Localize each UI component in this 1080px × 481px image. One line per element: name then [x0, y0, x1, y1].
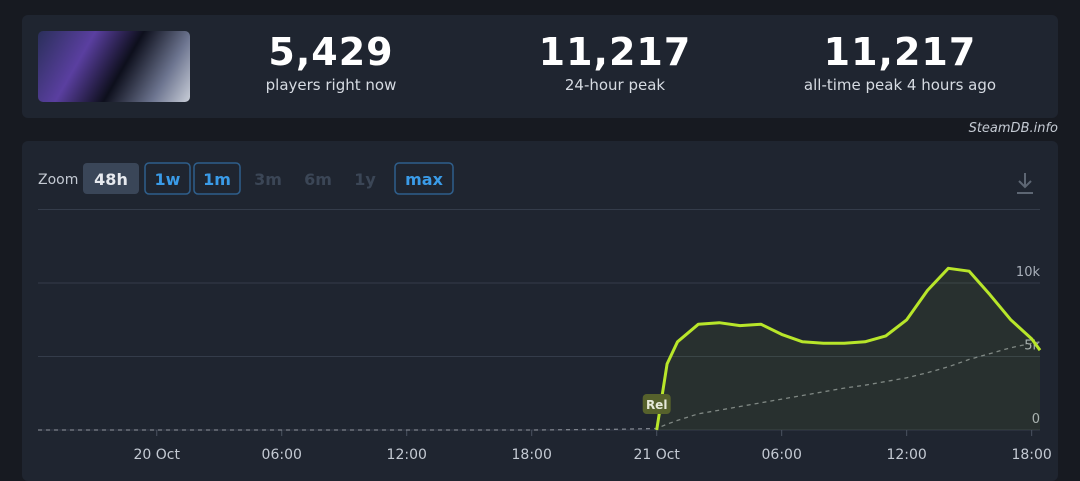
zoom-button[interactable]	[144, 162, 191, 195]
annotation-label: Rel	[646, 398, 668, 412]
annotation-badge	[642, 394, 671, 414]
stats-panel	[22, 15, 1058, 118]
x-tick-label: 06:00	[762, 447, 802, 463]
series-line	[655, 266, 1042, 431]
series-area	[656, 268, 1040, 430]
y-tick-label: 0	[1032, 412, 1040, 427]
x-tick-label: 18:00	[1011, 447, 1051, 463]
stat: 11,217 all-time peak 4 hours ago	[770, 30, 1030, 94]
x-tick-label: 12:00	[886, 447, 926, 463]
chart-panel	[22, 141, 1058, 481]
game-thumbnail[interactable]	[38, 31, 190, 102]
stat-label: 24-hour peak	[564, 76, 666, 94]
zoom-option: 6m	[304, 170, 332, 189]
zoom-option[interactable]: max	[405, 170, 443, 189]
x-tick-label: 21 Oct	[633, 447, 680, 463]
stat-value: 11,217	[538, 30, 692, 74]
zoom-option[interactable]: 1m	[203, 170, 231, 189]
zoom-option: 1y	[354, 170, 376, 189]
stat-label: all-time peak 4 hours ago	[803, 76, 997, 94]
credit[interactable]: SteamDB.info	[968, 121, 1058, 136]
stat: 11,217 24-hour peak	[485, 30, 745, 94]
download-icon[interactable]	[1017, 173, 1033, 194]
stat-label: players right now	[265, 76, 397, 94]
y-tick-label: 10k	[1016, 265, 1041, 280]
zoom-button[interactable]	[193, 162, 241, 195]
x-tick-label: 18:00	[512, 447, 552, 463]
stat: 5,429 players right now	[201, 30, 461, 94]
zoom-option: 3m	[254, 170, 282, 189]
zoom-button[interactable]	[394, 162, 454, 195]
stat-value: 5,429	[268, 30, 394, 74]
zoom-label: Zoom	[38, 172, 78, 188]
series-line	[38, 341, 1041, 431]
zoom-option[interactable]: 48h	[94, 170, 128, 189]
zoom-button[interactable]	[83, 163, 139, 194]
x-tick-label: 20 Oct	[133, 447, 180, 463]
x-tick-label: 06:00	[262, 447, 302, 463]
zoom-option[interactable]: 1w	[155, 170, 181, 189]
x-tick-label: 12:00	[387, 447, 427, 463]
stat-value: 11,217	[823, 30, 977, 74]
